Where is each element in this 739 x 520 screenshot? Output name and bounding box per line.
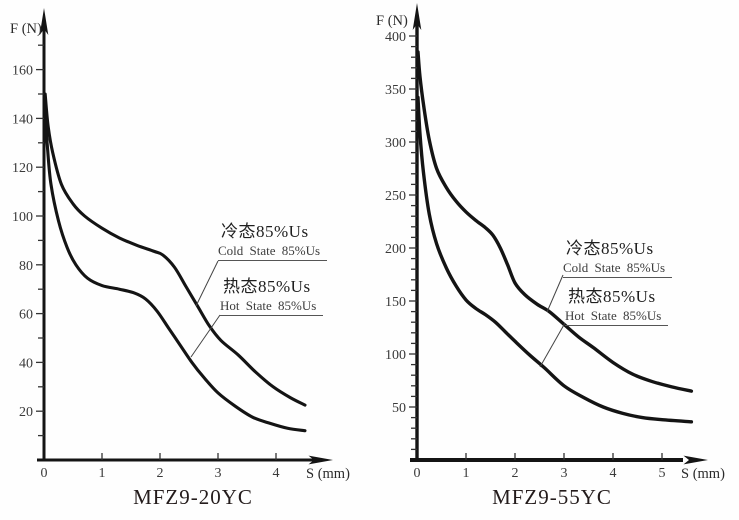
x-tick-label: 5 xyxy=(659,466,666,481)
legend-hot-state-right: 热态85%Us Hot State 85%Us xyxy=(565,286,669,326)
chart-MFZ9-55YC: 50 100 150 200 250 300 350 400 0 1 2 3 4 5 F (N) S (mm) xyxy=(376,3,725,482)
y-tick-label: 100 xyxy=(12,210,33,225)
y-axis-arrow xyxy=(39,8,49,35)
legend-label-cn: 冷态85%Us xyxy=(221,222,309,241)
x-tick-label: 2 xyxy=(512,466,519,481)
y-tick-label: 160 xyxy=(12,64,33,79)
chart-title-left: MFZ9-20YC xyxy=(133,485,253,509)
legend-hot-state-left: 热态85%Us Hot State 85%Us xyxy=(220,276,324,316)
leader-line-cold-state xyxy=(546,274,564,313)
y-tick-label: 20 xyxy=(19,405,33,420)
x-tick-label: 3 xyxy=(215,466,222,481)
y-tick-label: 80 xyxy=(19,259,33,274)
legend-label-en: Hot State 85%Us xyxy=(565,308,669,326)
y-tick-label: 200 xyxy=(385,242,406,257)
legend-cold-state-left: 冷态85%Us Cold State 85%Us xyxy=(218,221,328,261)
y-tick-label: 40 xyxy=(19,356,33,371)
leader-line-cold-state xyxy=(195,260,219,307)
x-tick-label: 1 xyxy=(99,466,106,481)
y-tick-label: 120 xyxy=(12,161,33,176)
y-axis-label: F (N) xyxy=(10,21,42,37)
y-tick-label: 400 xyxy=(385,30,406,45)
x-tick-label: 1 xyxy=(463,466,470,481)
chart-title-right: MFZ9-55YC xyxy=(492,485,612,509)
legend-label-en: Cold State 85%Us xyxy=(218,243,328,261)
leader-line-hot-state xyxy=(190,314,221,358)
y-tick-label: 150 xyxy=(385,295,406,310)
curve-cold-state xyxy=(416,50,694,393)
legend-label-cn: 热态85%Us xyxy=(223,277,311,296)
y-tick-label: 60 xyxy=(19,308,33,323)
y-tick-label: 250 xyxy=(385,189,406,204)
legend-label-en: Cold State 85%Us xyxy=(563,260,673,278)
chart-MFZ9-20YC: 20 40 60 80 100 120 140 160 0 1 2 3 4 F (N) S (mm) xyxy=(10,8,350,482)
x-tick-label: 3 xyxy=(561,466,568,481)
x-axis-arrow xyxy=(683,455,708,465)
legend-label-cn: 热态85%Us xyxy=(568,287,656,306)
legend-label-cn: 冷态85%Us xyxy=(566,239,654,258)
x-tick-label: 2 xyxy=(157,466,164,481)
y-tick-label: 140 xyxy=(12,112,33,127)
legend-cold-state-right: 冷态85%Us Cold State 85%Us xyxy=(563,238,673,278)
x-axis-label: S (mm) xyxy=(306,466,350,482)
x-axis-label: S (mm) xyxy=(681,466,725,482)
x-tick-label: 0 xyxy=(414,466,421,481)
leader-line-hot-state xyxy=(539,322,566,368)
y-tick-label: 50 xyxy=(392,401,406,416)
y-axis-arrow xyxy=(412,3,422,30)
x-tick-label: 4 xyxy=(610,466,617,481)
curve-hot-state xyxy=(416,95,694,424)
curve-hot-state xyxy=(43,111,307,433)
y-axis-label: F (N) xyxy=(376,13,408,29)
y-tick-label: 300 xyxy=(385,136,406,151)
curve-cold-state xyxy=(43,92,307,407)
x-tick-label: 4 xyxy=(273,466,280,481)
x-axis-arrow xyxy=(308,455,333,465)
x-tick-label: 0 xyxy=(41,466,48,481)
legend-label-en: Hot State 85%Us xyxy=(220,298,324,316)
y-tick-label: 100 xyxy=(385,348,406,363)
y-tick-label: 350 xyxy=(385,83,406,98)
